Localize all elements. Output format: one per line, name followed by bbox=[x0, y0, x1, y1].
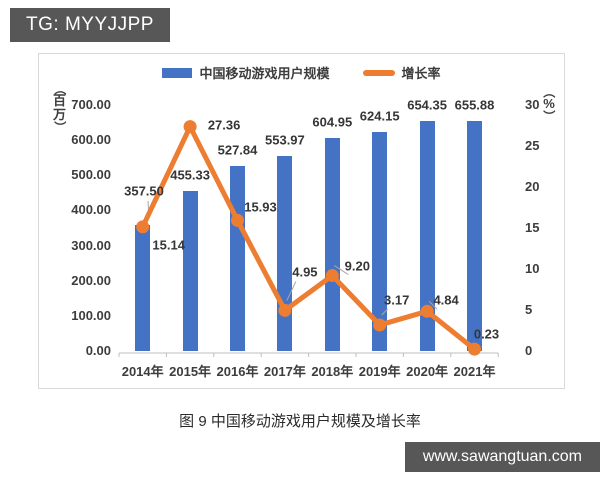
x-axis-label-2015年: 2015年 bbox=[169, 364, 212, 379]
line-value-label: 15.14 bbox=[152, 237, 185, 253]
bar-value-label: 624.15 bbox=[359, 108, 400, 124]
line-marker bbox=[468, 342, 481, 356]
left-tick-label: 400.00 bbox=[71, 202, 111, 218]
telegram-badge-text: TG: MYYJJPP bbox=[26, 14, 154, 35]
bar-2015年 bbox=[182, 190, 198, 351]
legend-line-swatch-icon bbox=[362, 69, 395, 76]
right-tick-label: 20 bbox=[525, 179, 540, 194]
line-marker bbox=[231, 213, 244, 227]
right-tick-label: 0 bbox=[525, 343, 533, 358]
bar-2020年 bbox=[419, 121, 435, 351]
watermark: www.sawangtuan.com bbox=[404, 442, 600, 472]
bar-2021年 bbox=[467, 120, 482, 351]
line-marker bbox=[373, 318, 387, 332]
bar-2018年 bbox=[324, 138, 340, 351]
line-label-leader-line bbox=[428, 300, 438, 310]
legend-bar-swatch-icon bbox=[162, 67, 193, 78]
right-tick-label: 15 bbox=[525, 220, 540, 235]
growth-line bbox=[140, 124, 477, 352]
bar-value-label: 455.33 bbox=[170, 167, 210, 183]
bar-value-label: 655.88 bbox=[454, 97, 495, 112]
bar-value-label: 553.97 bbox=[265, 132, 305, 148]
watermark-text: www.sawangtuan.com bbox=[422, 448, 582, 465]
left-tick-label: 700.00 bbox=[71, 97, 111, 112]
x-axis-label-2018年: 2018年 bbox=[311, 364, 354, 379]
bar-value-label: 654.35 bbox=[407, 97, 447, 113]
x-axis-label-2016年: 2016年 bbox=[216, 364, 259, 379]
left-axis-unit-char1: 百 bbox=[53, 93, 67, 108]
line-value-label: 0.23 bbox=[473, 326, 500, 342]
left-tick-label: 200.00 bbox=[71, 272, 111, 288]
chart-box: 中国移动游戏用户规模 增长率 （ 百 万 ） （ % ） 700.00 600.0… bbox=[38, 53, 565, 389]
x-axis-label-2019年: 2019年 bbox=[358, 364, 401, 379]
line-value-label: 4.84 bbox=[433, 292, 459, 308]
x-axis-label-2020年: 2020年 bbox=[406, 364, 449, 379]
line-marker bbox=[183, 120, 197, 134]
line-marker bbox=[420, 304, 434, 318]
line-marker bbox=[325, 269, 339, 283]
line-layer bbox=[118, 120, 499, 357]
left-tick-label: 500.00 bbox=[71, 167, 111, 183]
line-value-label: 9.20 bbox=[344, 258, 370, 274]
right-tick-label: 25 bbox=[525, 138, 540, 153]
right-tick-label: 5 bbox=[525, 302, 533, 317]
line-label-leader-line bbox=[286, 281, 297, 301]
line-marker bbox=[278, 303, 292, 317]
left-axis-unit-char2: 万 bbox=[53, 107, 67, 122]
x-axis-label-2017年: 2017年 bbox=[263, 364, 306, 379]
bar-2019年 bbox=[372, 131, 388, 351]
x-axis-label-2014年: 2014年 bbox=[121, 364, 164, 379]
right-axis-unit: （ % ） bbox=[542, 86, 556, 122]
left-axis-unit: （ 百 万 ） bbox=[53, 83, 67, 133]
legend-bar-label: 中国移动游戏用户规模 bbox=[199, 66, 330, 81]
telegram-badge: TG: MYYJJPP bbox=[10, 8, 170, 42]
right-tick-label: 10 bbox=[525, 261, 540, 276]
right-tick-label: 30 bbox=[525, 97, 540, 112]
left-tick-label: 0.00 bbox=[85, 343, 111, 358]
line-label-leader-line bbox=[334, 265, 349, 275]
bar-2014年 bbox=[135, 225, 151, 351]
x-axis-label-2021年: 2021年 bbox=[453, 364, 496, 379]
bar-value-label: 527.84 bbox=[217, 142, 258, 157]
bar-value-label: 357.50 bbox=[124, 183, 164, 199]
line-value-label: 15.93 bbox=[244, 199, 277, 215]
line-value-label: 27.36 bbox=[207, 117, 241, 133]
bar-value-label: 604.95 bbox=[312, 114, 353, 130]
left-tick-label: 100.00 bbox=[71, 307, 111, 323]
line-value-label: 4.95 bbox=[292, 264, 318, 280]
line-value-label: 3.17 bbox=[384, 292, 410, 308]
line-marker bbox=[136, 220, 150, 234]
figure-caption: 图 9 中国移动游戏用户规模及增长率 bbox=[179, 413, 421, 430]
left-tick-label: 300.00 bbox=[71, 237, 111, 253]
left-tick-label: 600.00 bbox=[71, 132, 111, 148]
right-axis-unit-char: % bbox=[543, 96, 555, 111]
line-label-leader-line bbox=[381, 308, 389, 316]
legend: 中国移动游戏用户规模 增长率 bbox=[39, 63, 564, 82]
legend-line-label: 增长率 bbox=[401, 66, 441, 81]
